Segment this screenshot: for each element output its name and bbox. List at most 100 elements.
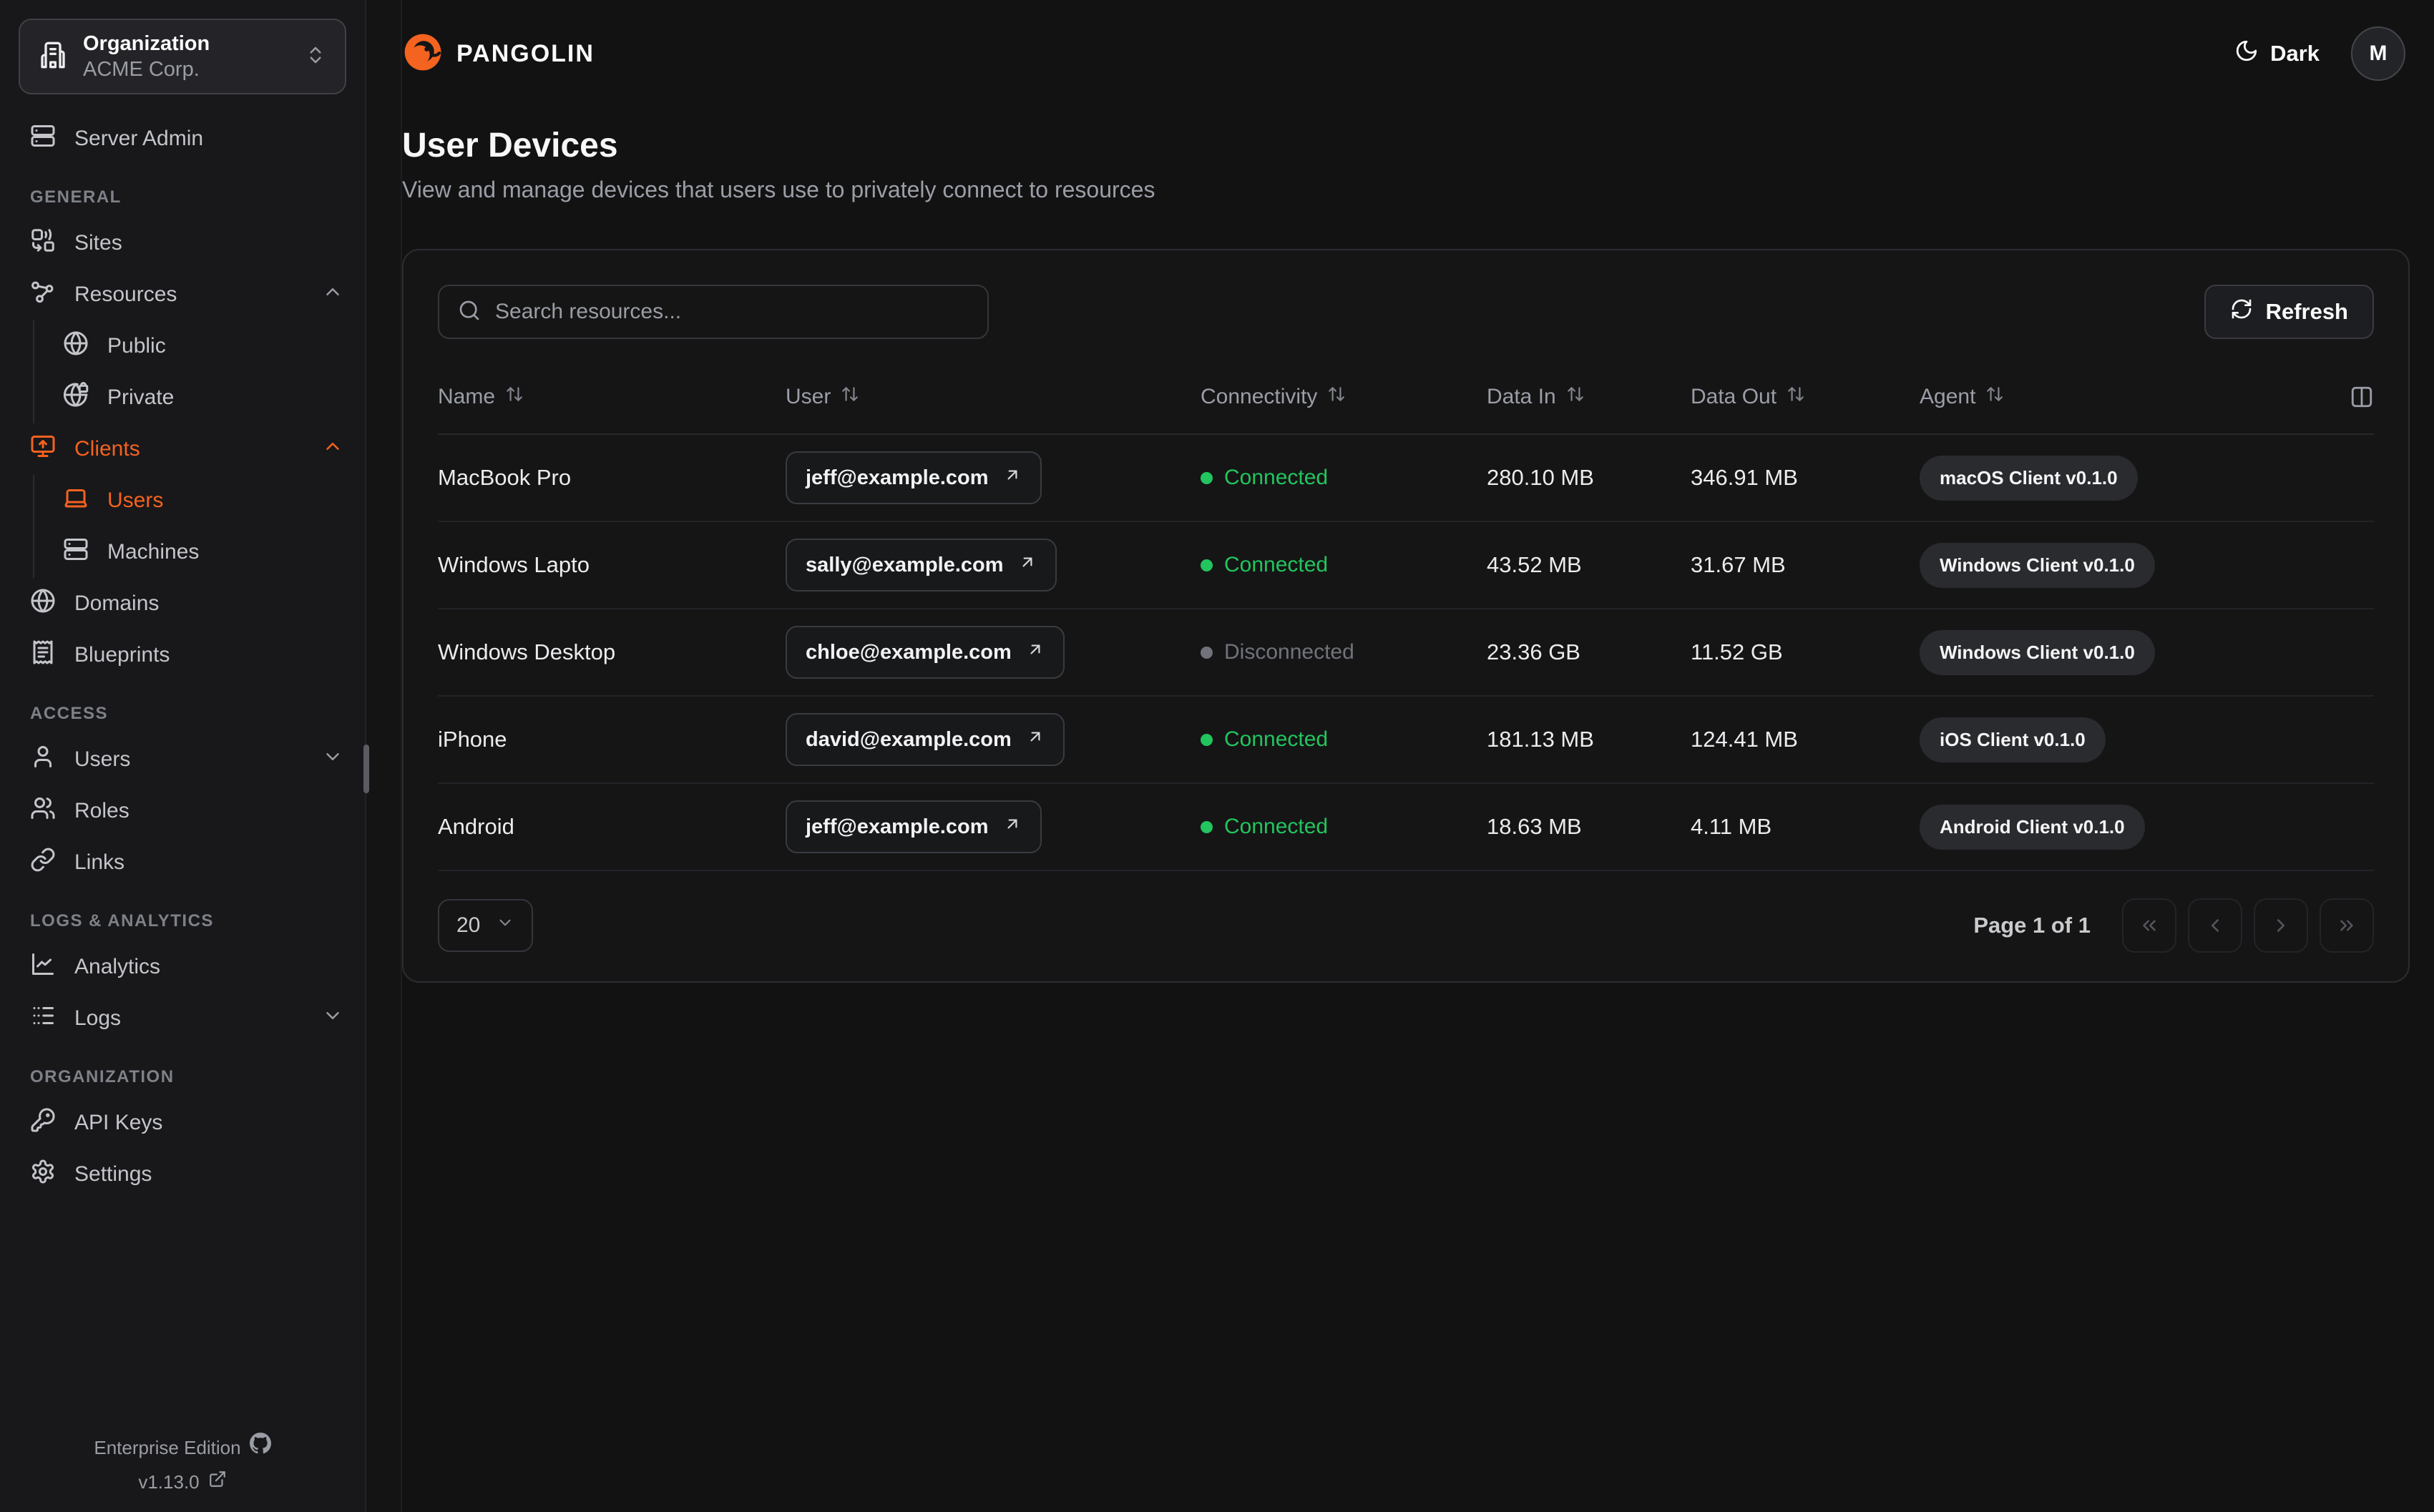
- chevron-down-icon[interactable]: [322, 746, 343, 773]
- sidebar-item-public[interactable]: Public: [34, 320, 365, 372]
- table-row[interactable]: iPhone david@example.com Connected 181.1…: [438, 697, 2374, 784]
- next-page-button[interactable]: [2254, 898, 2308, 953]
- globe-icon: [63, 330, 89, 362]
- external-link-icon: [208, 1465, 227, 1499]
- sidebar-item-sites[interactable]: Sites: [0, 217, 365, 269]
- sidebar-item-domains[interactable]: Domains: [0, 578, 365, 629]
- column-header-connectivity[interactable]: Connectivity: [1201, 385, 1487, 409]
- sidebar-nav: Server Admin GENERAL Sites Resources Pub…: [0, 113, 365, 1200]
- column-header-user[interactable]: User: [786, 385, 1201, 409]
- table-row[interactable]: Windows Desktop chloe@example.com Discon…: [438, 609, 2374, 697]
- brand-name: PANGOLIN: [456, 39, 595, 67]
- column-header-name[interactable]: Name: [438, 385, 786, 409]
- sidebar-item-client-users[interactable]: Users: [34, 475, 365, 526]
- sidebar-item-analytics[interactable]: Analytics: [0, 941, 365, 993]
- sidebar-item-label: Blueprints: [74, 643, 170, 667]
- table-body: MacBook Pro jeff@example.com Connected 2…: [438, 435, 2374, 871]
- version-link[interactable]: v1.13.0: [138, 1465, 226, 1499]
- device-name: Windows Lapto: [438, 552, 590, 577]
- first-page-button[interactable]: [2122, 898, 2176, 953]
- table-row[interactable]: Windows Lapto sally@example.com Connecte…: [438, 522, 2374, 609]
- sidebar-item-access-users[interactable]: Users: [0, 734, 365, 785]
- devices-card: Refresh Name User Connectivity: [402, 249, 2410, 983]
- sort-icon: [1327, 385, 1346, 409]
- page-title: User Devices: [402, 127, 618, 165]
- sidebar-item-label: Domains: [74, 591, 160, 615]
- previous-page-button[interactable]: [2188, 898, 2242, 953]
- avatar-initial: M: [2369, 41, 2387, 65]
- device-name: Windows Desktop: [438, 639, 616, 664]
- sidebar-item-label: API Keys: [74, 1111, 163, 1134]
- sidebar-item-logs[interactable]: Logs: [0, 993, 365, 1044]
- theme-toggle[interactable]: Dark: [2234, 39, 2320, 69]
- sidebar-item-resources[interactable]: Resources: [0, 269, 365, 320]
- data-out-value: 4.11 MB: [1691, 814, 1772, 839]
- arrow-up-right-icon: [1026, 640, 1045, 664]
- arrow-up-right-icon: [1026, 727, 1045, 752]
- section-label-general: GENERAL: [30, 187, 122, 207]
- chevron-up-icon[interactable]: [322, 281, 343, 308]
- column-header-agent[interactable]: Agent: [1920, 385, 2331, 409]
- version-label: v1.13.0: [138, 1471, 200, 1493]
- brand-logo[interactable]: PANGOLIN: [402, 31, 595, 77]
- chevrons-up-down-icon: [305, 44, 326, 69]
- sidebar-item-api-keys[interactable]: API Keys: [0, 1097, 365, 1149]
- agent-badge: Windows Client v0.1.0: [1920, 629, 2155, 675]
- sidebar-item-label: Settings: [74, 1162, 152, 1186]
- chart-line-icon: [30, 951, 56, 983]
- data-out-value: 11.52 GB: [1691, 639, 1783, 664]
- status-dot: [1201, 471, 1213, 484]
- org-selector[interactable]: Organization ACME Corp.: [19, 19, 346, 94]
- user-avatar[interactable]: M: [2351, 26, 2405, 81]
- search-input[interactable]: [495, 300, 969, 324]
- status-dot: [1201, 646, 1213, 659]
- status-dot: [1201, 820, 1213, 833]
- user-link-button[interactable]: jeff@example.com: [786, 800, 1042, 853]
- connectivity-status: Disconnected: [1201, 640, 1487, 664]
- table-row[interactable]: MacBook Pro jeff@example.com Connected 2…: [438, 435, 2374, 522]
- org-selector-label: Organization: [83, 31, 210, 55]
- globe-lock-icon: [63, 382, 89, 413]
- edition-link[interactable]: Enterprise Edition: [94, 1430, 271, 1465]
- table-header-row: Name User Connectivity Data In: [438, 360, 2374, 435]
- data-in-value: 18.63 MB: [1487, 814, 1582, 839]
- sidebar-item-blueprints[interactable]: Blueprints: [0, 629, 365, 681]
- user-link-button[interactable]: chloe@example.com: [786, 626, 1065, 679]
- sidebar-item-machines[interactable]: Machines: [34, 526, 365, 578]
- sidebar-item-settings[interactable]: Settings: [0, 1149, 365, 1200]
- monitor-up-icon: [30, 433, 56, 465]
- chevron-down-icon[interactable]: [322, 1005, 343, 1032]
- sort-icon: [1787, 385, 1805, 409]
- column-visibility-icon[interactable]: [2350, 385, 2374, 409]
- user-icon: [30, 744, 56, 775]
- refresh-label: Refresh: [2265, 299, 2348, 324]
- search-icon: [458, 299, 481, 325]
- connectivity-status: Connected: [1201, 466, 1487, 490]
- org-selector-value: ACME Corp.: [83, 58, 200, 81]
- devices-table: Name User Connectivity Data In: [438, 360, 2374, 871]
- user-link-button[interactable]: jeff@example.com: [786, 451, 1042, 504]
- sidebar-item-roles[interactable]: Roles: [0, 785, 365, 837]
- sidebar-item-private[interactable]: Private: [34, 372, 365, 423]
- sidebar-item-server-admin[interactable]: Server Admin: [0, 113, 365, 165]
- user-link-button[interactable]: sally@example.com: [786, 539, 1057, 591]
- user-link-button[interactable]: david@example.com: [786, 713, 1065, 766]
- column-header-data-in[interactable]: Data In: [1487, 385, 1691, 409]
- connectivity-status: Connected: [1201, 815, 1487, 839]
- sidebar-resize-handle[interactable]: [363, 745, 369, 793]
- refresh-button[interactable]: Refresh: [2204, 285, 2374, 339]
- sidebar-item-label: Analytics: [74, 955, 161, 978]
- sidebar-item-label: Public: [107, 334, 166, 358]
- theme-toggle-label: Dark: [2270, 41, 2320, 66]
- data-out-value: 124.41 MB: [1691, 727, 1798, 752]
- chevron-up-icon[interactable]: [322, 436, 343, 463]
- page-size-select[interactable]: 20: [438, 899, 534, 952]
- last-page-button[interactable]: [2320, 898, 2374, 953]
- sidebar-item-clients[interactable]: Clients: [0, 423, 365, 475]
- column-header-data-out[interactable]: Data Out: [1691, 385, 1920, 409]
- sidebar-item-links[interactable]: Links: [0, 837, 365, 888]
- sidebar-item-label: Clients: [74, 437, 140, 461]
- section-label-organization: ORGANIZATION: [30, 1067, 175, 1086]
- table-row[interactable]: Android jeff@example.com Connected 18.63…: [438, 784, 2374, 871]
